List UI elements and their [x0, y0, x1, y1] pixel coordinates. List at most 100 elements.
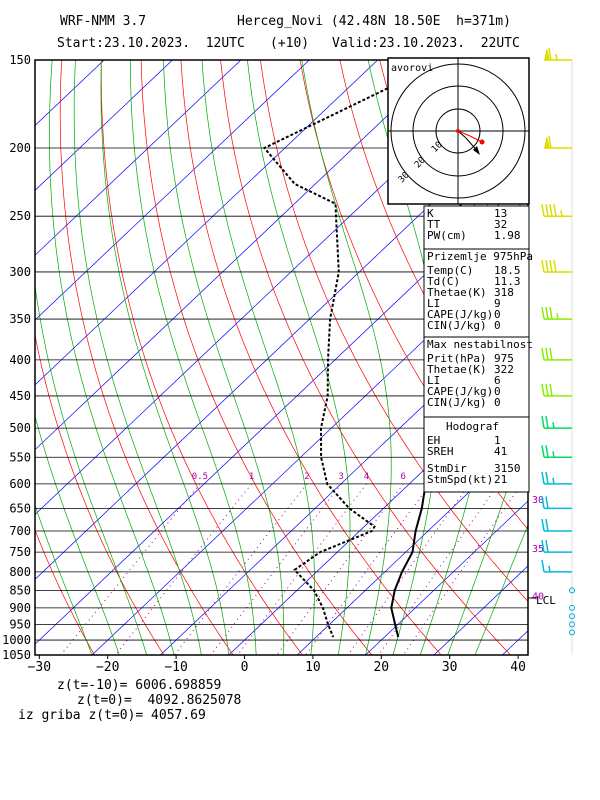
mixing-ratio-label: 1: [249, 472, 254, 482]
maxinst-row-value: 6: [494, 374, 501, 387]
pressure-tick-label: 950: [9, 617, 31, 631]
barb-flag: [541, 306, 545, 320]
barb-half-flag: [552, 477, 555, 485]
hodograf-title: Hodograf: [446, 420, 499, 433]
pressure-tick-label: 1000: [2, 633, 31, 647]
wind-barb: [541, 539, 572, 553]
pressure-tick-label: 300: [9, 265, 31, 279]
index-box: [423, 205, 530, 250]
footer-z-zero: z(t=0)= 4092.8625078: [77, 693, 242, 708]
maxinst-row-label: CIN(J/kg): [427, 396, 487, 409]
mixing-ratio-label: 2: [304, 472, 309, 482]
pressure-tick-label: 250: [9, 209, 31, 223]
pressure-tick-label: 700: [9, 524, 31, 538]
surface-row-value: 11.3: [494, 275, 521, 288]
maxinst-box: [423, 336, 530, 418]
wind-barb: [541, 416, 572, 429]
barb-flag: [541, 416, 545, 429]
wind-barb: [541, 383, 572, 397]
surface-row-value: 0: [494, 319, 501, 332]
wind-barb: [569, 613, 575, 620]
mixing-ratio-line: [115, 483, 252, 655]
right-axis-label: 30: [532, 495, 544, 506]
maxinst-row-value: 322: [494, 363, 514, 376]
hodograf-row-label: EH: [427, 434, 440, 447]
barb-half-flag: [555, 53, 558, 61]
mixing-ratio-label: 4: [364, 472, 369, 482]
barb-pennant: [544, 48, 550, 60]
isotherm-line: [160, 306, 528, 655]
station-title: Herceg_Novi (42.48N 18.50E h=371m): [237, 14, 511, 29]
right-axis-label: 40: [532, 592, 544, 603]
surface-row-label: CIN(J/kg): [427, 319, 487, 332]
maxinst-row-value: 0: [494, 396, 501, 409]
wind-barb: [541, 306, 572, 320]
hodograf-row-value: 1: [494, 434, 501, 447]
wind-barb: [544, 135, 572, 149]
surface-row-value: 18.5: [494, 264, 521, 277]
model-title: WRF-NMM 3.7: [60, 14, 147, 29]
moist-adiabat-line: [35, 283, 148, 655]
hodograph-title: avorovi: [391, 63, 433, 74]
barb-flag: [549, 204, 553, 217]
pressure-tick-label: 450: [9, 389, 31, 403]
moist-adiabat-line: [49, 60, 175, 655]
temperature-tick-label: 10: [305, 660, 321, 675]
barb-half-flag: [548, 565, 551, 572]
barb-flag: [545, 259, 549, 273]
hodograf-row-value: 41: [494, 445, 507, 458]
temperature-tick-label: −30: [28, 660, 51, 675]
pressure-tick-label: 550: [9, 450, 31, 464]
maxinst-row-value: 0: [494, 385, 501, 398]
mixing-ratio-line: [403, 483, 523, 655]
pressure-tick-label: 900: [9, 601, 31, 615]
moist-adiabat-line: [201, 60, 315, 655]
surface-row-label: LI: [427, 297, 440, 310]
barb-half-flag: [552, 451, 555, 458]
footer-z-minus10: z(t=-10)= 6006.698859: [57, 678, 222, 693]
dewpoint-profile: [262, 60, 447, 638]
barb-flag: [541, 539, 545, 553]
moist-adiabat-line: [129, 60, 257, 655]
footer-z-grib: iz griba z(t=0)= 4057.69: [18, 708, 206, 723]
surface-title: Prizemlje 975hPa: [427, 250, 533, 263]
barb-flag: [541, 471, 545, 485]
calm-wind-circle: [569, 613, 575, 620]
temperature-tick-label: 0: [241, 660, 249, 675]
valid-time: Valid:23.10.2023. 22UTC: [332, 36, 520, 51]
lcl-label: LCL: [536, 594, 556, 607]
barb-half-flag: [560, 210, 563, 217]
isotherm-line: [228, 370, 528, 655]
hodograf-box: [423, 416, 530, 493]
hodograf-row-value: 21: [494, 473, 507, 486]
surface-row-value: 0: [494, 308, 501, 321]
barb-flag: [541, 445, 545, 458]
barb-flag: [541, 518, 545, 532]
pressure-tick-label: 750: [9, 545, 31, 559]
barb-flag: [549, 306, 553, 320]
maxinst-row-label: Prit(hPa): [427, 352, 487, 365]
barb-flag: [553, 259, 557, 273]
mixing-ratio-label: 0.5: [192, 472, 208, 482]
isotherm-line: [296, 435, 528, 655]
hodograf-row-label: StmSpd(kt): [427, 473, 493, 486]
mixing-ratio-line: [305, 483, 431, 655]
pressure-tick-label: 650: [9, 501, 31, 515]
mixing-ratio-label: 3: [339, 472, 344, 482]
storm-motion-arrow: [473, 146, 480, 155]
barb-half-flag: [552, 422, 555, 429]
temperature-tick-label: 30: [442, 660, 458, 675]
barb-flag: [549, 347, 553, 361]
wind-barb: [541, 259, 572, 273]
hodograf-row-label: SREH: [427, 445, 454, 458]
maxinst-row-label: LI: [427, 374, 440, 387]
wind-barb: [541, 559, 572, 573]
barb-flag: [545, 445, 549, 458]
wind-barb: [541, 204, 572, 217]
mixing-ratio-line: [60, 483, 201, 655]
pressure-tick-label: 850: [9, 583, 31, 597]
wind-barb: [569, 587, 575, 594]
isotherm-line: [35, 60, 242, 256]
surface-row-label: Td(C): [427, 275, 460, 288]
